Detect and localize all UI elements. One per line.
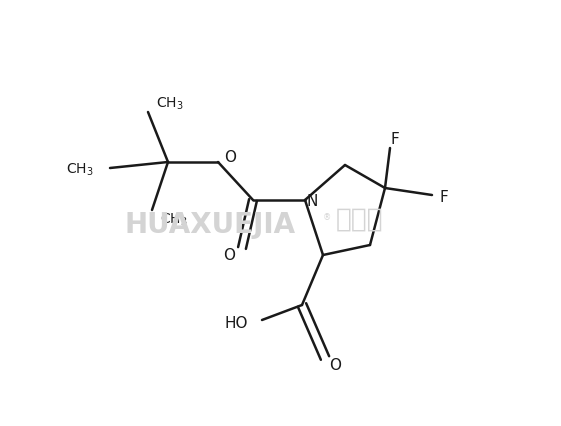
Text: F: F	[440, 190, 448, 204]
Text: O: O	[329, 359, 341, 374]
Text: N: N	[306, 195, 318, 210]
Text: CH$_3$: CH$_3$	[156, 96, 183, 112]
Text: 化学加: 化学加	[336, 207, 384, 233]
Text: HO: HO	[224, 317, 248, 331]
Text: HUAXUEJIA: HUAXUEJIA	[125, 211, 296, 239]
Text: ®: ®	[323, 213, 331, 222]
Text: O: O	[224, 150, 236, 164]
Text: O: O	[223, 248, 235, 264]
Text: CH$_3$: CH$_3$	[66, 162, 94, 178]
Text: CH$_3$: CH$_3$	[160, 212, 187, 228]
Text: F: F	[390, 132, 399, 147]
